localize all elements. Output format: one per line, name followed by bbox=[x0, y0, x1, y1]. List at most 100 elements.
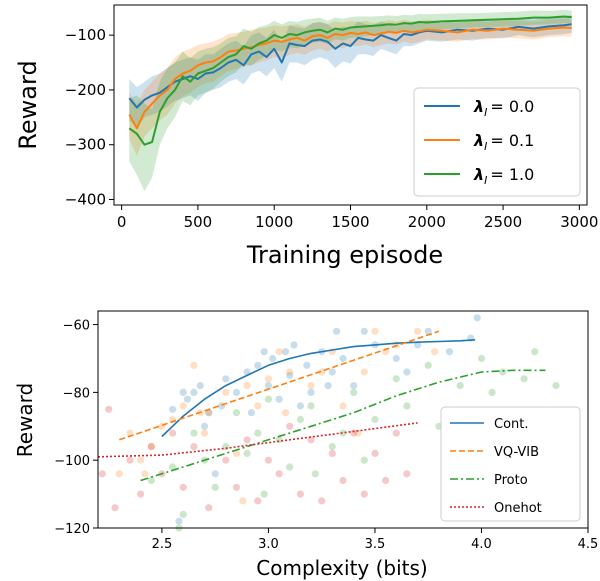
bottom-point-1 bbox=[115, 470, 123, 478]
bottom-point-3 bbox=[264, 456, 272, 464]
bottom-point-0 bbox=[264, 382, 272, 390]
top-lines bbox=[128, 15, 572, 146]
top-y-tick-label: −200 bbox=[65, 81, 106, 99]
bottom-point-3 bbox=[222, 456, 230, 464]
bottom-point-2 bbox=[264, 395, 272, 403]
bottom-point-0 bbox=[205, 409, 213, 417]
bottom-point-3 bbox=[232, 483, 241, 491]
bottom-y-tick-label: −60 bbox=[63, 319, 90, 334]
bottom-y-axis-label: Reward bbox=[13, 383, 37, 457]
bottom-fit-line-2 bbox=[140, 369, 546, 482]
bottom-point-2 bbox=[307, 402, 315, 410]
top-chart: 0 500 1000 1500 2000 2500 3000 −400 −300 −200 −10… bbox=[14, 4, 598, 269]
bottom-point-3 bbox=[382, 476, 390, 485]
bottom-point-3 bbox=[339, 476, 347, 485]
bottom-point-0 bbox=[232, 388, 241, 396]
bottom-x-tick-label: 2.5 bbox=[152, 537, 173, 552]
bottom-point-2 bbox=[531, 348, 539, 356]
bottom-point-0 bbox=[290, 341, 298, 349]
bottom-point-0 bbox=[392, 354, 400, 363]
bottom-point-2 bbox=[392, 375, 400, 383]
bottom-point-3 bbox=[360, 490, 368, 498]
bottom-point-2 bbox=[260, 490, 268, 498]
bottom-y-tick-label: −120 bbox=[54, 522, 90, 537]
bottom-legend-label-1: VQ-VIB bbox=[494, 445, 539, 460]
bottom-point-1 bbox=[137, 456, 145, 464]
top-x-tick-label: 2500 bbox=[484, 213, 522, 231]
bottom-y-tick-label: −80 bbox=[63, 386, 90, 401]
bottom-point-3 bbox=[111, 504, 119, 512]
top-legend-label-2: λI = 1.0 bbox=[473, 165, 534, 187]
bottom-point-0 bbox=[169, 405, 177, 413]
bottom-point-1 bbox=[431, 348, 439, 356]
bottom-point-1 bbox=[286, 368, 294, 376]
top-bands bbox=[129, 9, 572, 192]
bottom-point-1 bbox=[371, 327, 379, 335]
bottom-point-0 bbox=[296, 402, 304, 410]
bottom-x-tick-label: 3.0 bbox=[258, 537, 279, 552]
bottom-point-2 bbox=[456, 382, 464, 390]
bottom-point-3 bbox=[371, 449, 379, 457]
bottom-fit-line-0 bbox=[161, 339, 476, 438]
bottom-point-3 bbox=[169, 429, 177, 437]
bottom-point-2 bbox=[179, 510, 187, 518]
bottom-point-0 bbox=[403, 368, 411, 376]
bottom-point-1 bbox=[222, 388, 230, 396]
bottom-point-3 bbox=[403, 470, 411, 478]
bottom-point-0 bbox=[275, 395, 283, 403]
bottom-point-2 bbox=[190, 429, 198, 437]
top-series-line-1 bbox=[128, 26, 572, 130]
bottom-point-1 bbox=[281, 409, 290, 417]
bottom-point-0 bbox=[183, 395, 192, 403]
bottom-point-2 bbox=[286, 463, 294, 471]
bottom-point-2 bbox=[232, 409, 241, 417]
bottom-point-3 bbox=[392, 429, 400, 437]
bottom-x-tick-label: 3.5 bbox=[365, 537, 386, 552]
bottom-fit-lines bbox=[97, 330, 546, 482]
bottom-point-1 bbox=[339, 402, 347, 410]
bottom-point-1 bbox=[264, 375, 272, 383]
bottom-point-2 bbox=[424, 361, 432, 369]
bottom-point-1 bbox=[200, 429, 209, 437]
top-band-1 bbox=[129, 18, 572, 156]
top-x-axis-label: Training episode bbox=[246, 241, 443, 269]
top-x-tick-label: 0 bbox=[117, 213, 127, 231]
top-series-line-2 bbox=[128, 15, 572, 146]
bottom-point-1 bbox=[318, 368, 326, 376]
bottom-x-tick-label: 4.0 bbox=[471, 537, 492, 552]
top-series-line-0 bbox=[128, 23, 572, 109]
bottom-point-0 bbox=[200, 422, 209, 430]
bottom-point-1 bbox=[232, 449, 241, 457]
bottom-point-0 bbox=[196, 382, 204, 390]
bottom-y-tick-label: −100 bbox=[54, 454, 90, 469]
bottom-point-2 bbox=[350, 388, 358, 396]
bottom-x-ticks: 2.5 3.0 3.5 4.0 4.5 bbox=[152, 528, 598, 552]
bottom-point-0 bbox=[254, 361, 262, 369]
bottom-point-0 bbox=[222, 375, 230, 383]
bottom-point-0 bbox=[473, 314, 481, 322]
bottom-point-0 bbox=[211, 470, 219, 478]
bottom-point-3 bbox=[318, 497, 326, 505]
top-band-2 bbox=[129, 9, 572, 192]
bottom-point-3 bbox=[105, 405, 113, 413]
bottom-point-0 bbox=[247, 409, 255, 417]
bottom-point-1 bbox=[275, 348, 283, 356]
bottom-point-1 bbox=[147, 443, 155, 451]
bottom-point-2 bbox=[339, 429, 347, 437]
bottom-point-0 bbox=[175, 517, 183, 525]
top-y-ticks: −400 −300 −200 −100 bbox=[65, 26, 114, 209]
bottom-point-1 bbox=[414, 327, 422, 335]
bottom-point-3 bbox=[137, 490, 145, 498]
bottom-point-0 bbox=[190, 388, 198, 396]
bottom-point-0 bbox=[333, 327, 341, 335]
bottom-point-1 bbox=[141, 470, 149, 478]
bottom-point-2 bbox=[211, 483, 219, 491]
bottom-point-3 bbox=[190, 443, 198, 451]
bottom-point-2 bbox=[360, 456, 368, 464]
bottom-point-2 bbox=[477, 354, 486, 363]
bottom-point-2 bbox=[403, 402, 411, 410]
bottom-point-3 bbox=[98, 470, 106, 478]
top-x-ticks: 0 500 1000 1500 2000 2500 3000 bbox=[117, 205, 598, 231]
top-band-0 bbox=[129, 15, 572, 129]
bottom-point-0 bbox=[424, 327, 432, 335]
